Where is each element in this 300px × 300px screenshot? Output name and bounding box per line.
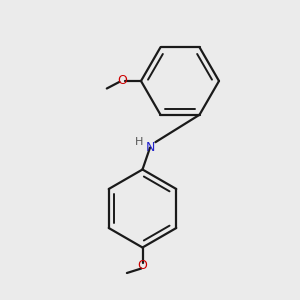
- Text: N: N: [145, 141, 155, 154]
- Text: O: O: [118, 74, 127, 88]
- Text: H: H: [134, 136, 143, 147]
- Text: O: O: [138, 259, 147, 272]
